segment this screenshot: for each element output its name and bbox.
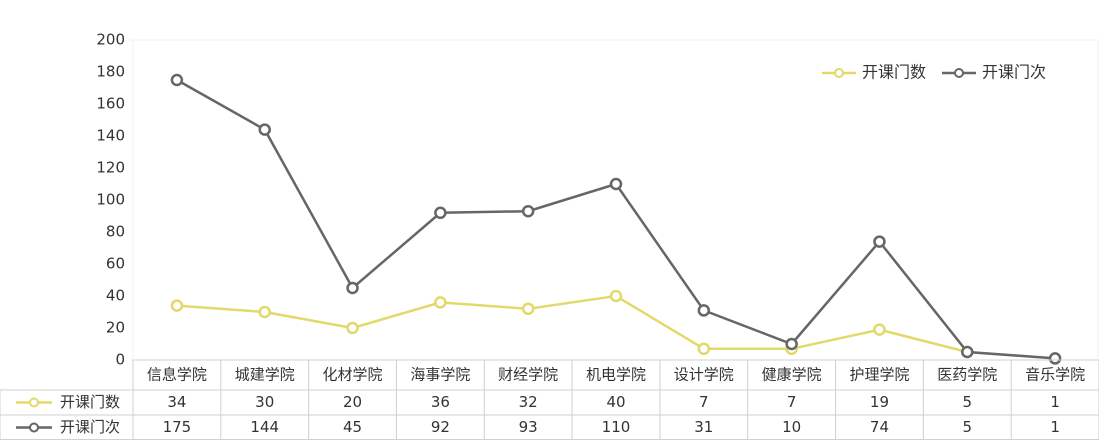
data-point (521, 302, 535, 316)
table-value: 110 (602, 418, 631, 436)
table-value: 31 (694, 418, 713, 436)
legend-marker (954, 68, 964, 78)
data-point (697, 304, 711, 317)
data-point (258, 305, 271, 319)
y-tick-label: 40 (106, 287, 125, 305)
table-legend-marker (29, 422, 39, 433)
table-value: 10 (782, 418, 801, 436)
table-value: 34 (167, 393, 186, 411)
data-point (873, 235, 886, 248)
table-series-name: 开课门次 (60, 418, 120, 436)
y-tick-label: 100 (96, 191, 125, 209)
x-tick-label: 化材学院 (323, 366, 383, 384)
legend-label: 开课门次 (982, 63, 1046, 82)
table-value: 7 (699, 393, 709, 411)
table-value: 30 (255, 393, 274, 411)
table-value: 92 (431, 418, 450, 436)
x-tick-label: 护理学院 (849, 366, 909, 384)
table-value: 36 (431, 393, 450, 411)
data-point (697, 342, 711, 356)
data-point (961, 345, 974, 359)
y-tick-label: 140 (96, 127, 125, 145)
data-point (609, 177, 623, 191)
data-point (170, 299, 184, 312)
table-value: 5 (962, 418, 972, 436)
data-point (609, 289, 623, 303)
y-tick-label: 120 (96, 159, 125, 177)
x-tick-label: 城建学院 (235, 366, 295, 384)
table-value: 40 (606, 393, 625, 411)
data-point (873, 323, 886, 336)
data-point (434, 206, 447, 220)
table-series-name: 开课门数 (60, 393, 120, 411)
table-value: 74 (870, 418, 889, 436)
table-legend-marker (29, 397, 39, 408)
x-tick-label: 健康学院 (762, 366, 822, 384)
table-value: 7 (787, 393, 797, 411)
data-point (170, 73, 184, 87)
data-point (258, 123, 271, 136)
x-tick-label: 机电学院 (586, 366, 646, 384)
data-point (434, 296, 447, 309)
y-tick-label: 20 (106, 319, 125, 337)
data-point (785, 337, 798, 351)
x-tick-label: 音乐学院 (1025, 366, 1085, 384)
y-tick-label: 60 (106, 255, 125, 273)
table-value: 175 (163, 418, 192, 436)
x-tick-label: 财经学院 (498, 366, 558, 384)
data-point (346, 321, 359, 335)
series-line (176, 294, 1056, 360)
legend-marker (834, 68, 844, 78)
data-point (1048, 352, 1062, 365)
table-value: 19 (870, 393, 889, 411)
x-tick-label: 海事学院 (410, 366, 470, 384)
table-value: 1 (1050, 418, 1060, 436)
table-value: 45 (343, 418, 362, 436)
table-value: 93 (519, 418, 538, 436)
legend-label: 开课门数 (862, 63, 926, 82)
table-value: 20 (343, 393, 362, 411)
table-value: 1 (1050, 393, 1060, 411)
y-tick-label: 180 (96, 63, 125, 81)
y-tick-label: 0 (115, 351, 125, 369)
y-tick-label: 160 (96, 95, 125, 113)
table-value: 32 (519, 393, 538, 411)
table-value: 5 (962, 393, 972, 411)
x-tick-label: 信息学院 (147, 366, 207, 384)
x-tick-label: 医药学院 (937, 366, 997, 384)
series-line (176, 78, 1056, 360)
plot-area (132, 39, 1099, 361)
y-tick-label: 80 (106, 223, 125, 241)
data-point (346, 281, 359, 295)
table-value: 144 (250, 418, 279, 436)
x-tick-label: 设计学院 (674, 366, 734, 384)
data-point (521, 204, 535, 218)
y-tick-label: 200 (96, 31, 125, 49)
